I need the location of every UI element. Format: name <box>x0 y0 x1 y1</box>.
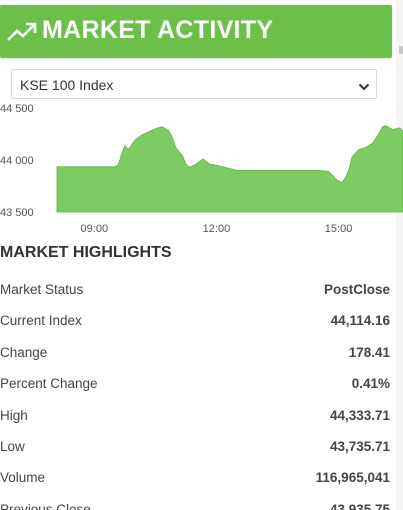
highlight-value: 43,735.71 <box>329 438 390 454</box>
highlight-value: PostClose <box>323 282 390 297</box>
highlight-row: Market Status PostClose <box>0 276 392 307</box>
chevron-down-icon <box>358 79 370 91</box>
highlight-label: Low <box>0 438 25 454</box>
page-title: MARKET ACTIVITY <box>42 16 274 44</box>
market-activity-header: MARKET ACTIVITY <box>0 5 392 58</box>
y-tick-label: 43 500 <box>0 207 34 219</box>
highlight-value: 116,965,041 <box>315 470 390 486</box>
index-chart: 44 500 44 000 43 500 09:00 12:00 15:00 <box>0 102 403 237</box>
x-tick-label: 12:00 <box>203 223 231 235</box>
y-tick-label: 44 000 <box>0 155 34 167</box>
highlight-row: Percent Change 0.41% <box>0 370 392 401</box>
index-area-series <box>56 125 403 213</box>
highlight-value: 44,333.71 <box>329 407 390 423</box>
highlight-row: Change 178.41 <box>0 339 392 370</box>
highlight-row: Volume 116,965,041 <box>0 464 392 495</box>
highlight-row: Low 43,735.71 <box>0 433 392 464</box>
highlight-value: 44,114.16 <box>330 313 390 329</box>
highlight-label: Change <box>0 344 48 360</box>
highlight-label: Current Index <box>0 313 82 329</box>
highlight-value: 43,935.75 <box>329 501 390 510</box>
y-tick-label: 44 500 <box>0 103 34 115</box>
highlight-row: High 44,333.71 <box>0 402 392 433</box>
highlight-label: Market Status <box>0 282 84 297</box>
trending-up-icon <box>6 21 38 43</box>
highlight-value: 178.41 <box>348 344 390 360</box>
highlight-value: 0.41% <box>351 376 390 392</box>
highlight-row: Previous Close 43,935.75 <box>0 496 392 510</box>
x-tick-label: 09:00 <box>81 223 109 235</box>
highlight-row: Current Index 44,114.16 <box>0 307 392 338</box>
adjacent-panel-edge <box>396 0 403 510</box>
index-chart-svg: 44 500 44 000 43 500 09:00 12:00 15:00 <box>0 103 403 235</box>
index-select[interactable]: KSE 100 Index <box>11 69 377 99</box>
highlight-label: High <box>0 407 28 423</box>
highlight-label: Volume <box>0 470 46 486</box>
market-highlights-title: MARKET HIGHLIGHTS <box>0 244 172 261</box>
highlight-label: Previous Close <box>0 501 91 510</box>
x-tick-label: 15:00 <box>325 223 353 235</box>
highlight-label: Percent Change <box>0 376 98 392</box>
market-highlights-table: Market Status PostClose Current Index 44,11… <box>0 276 392 510</box>
index-select-value: KSE 100 Index <box>20 77 114 93</box>
